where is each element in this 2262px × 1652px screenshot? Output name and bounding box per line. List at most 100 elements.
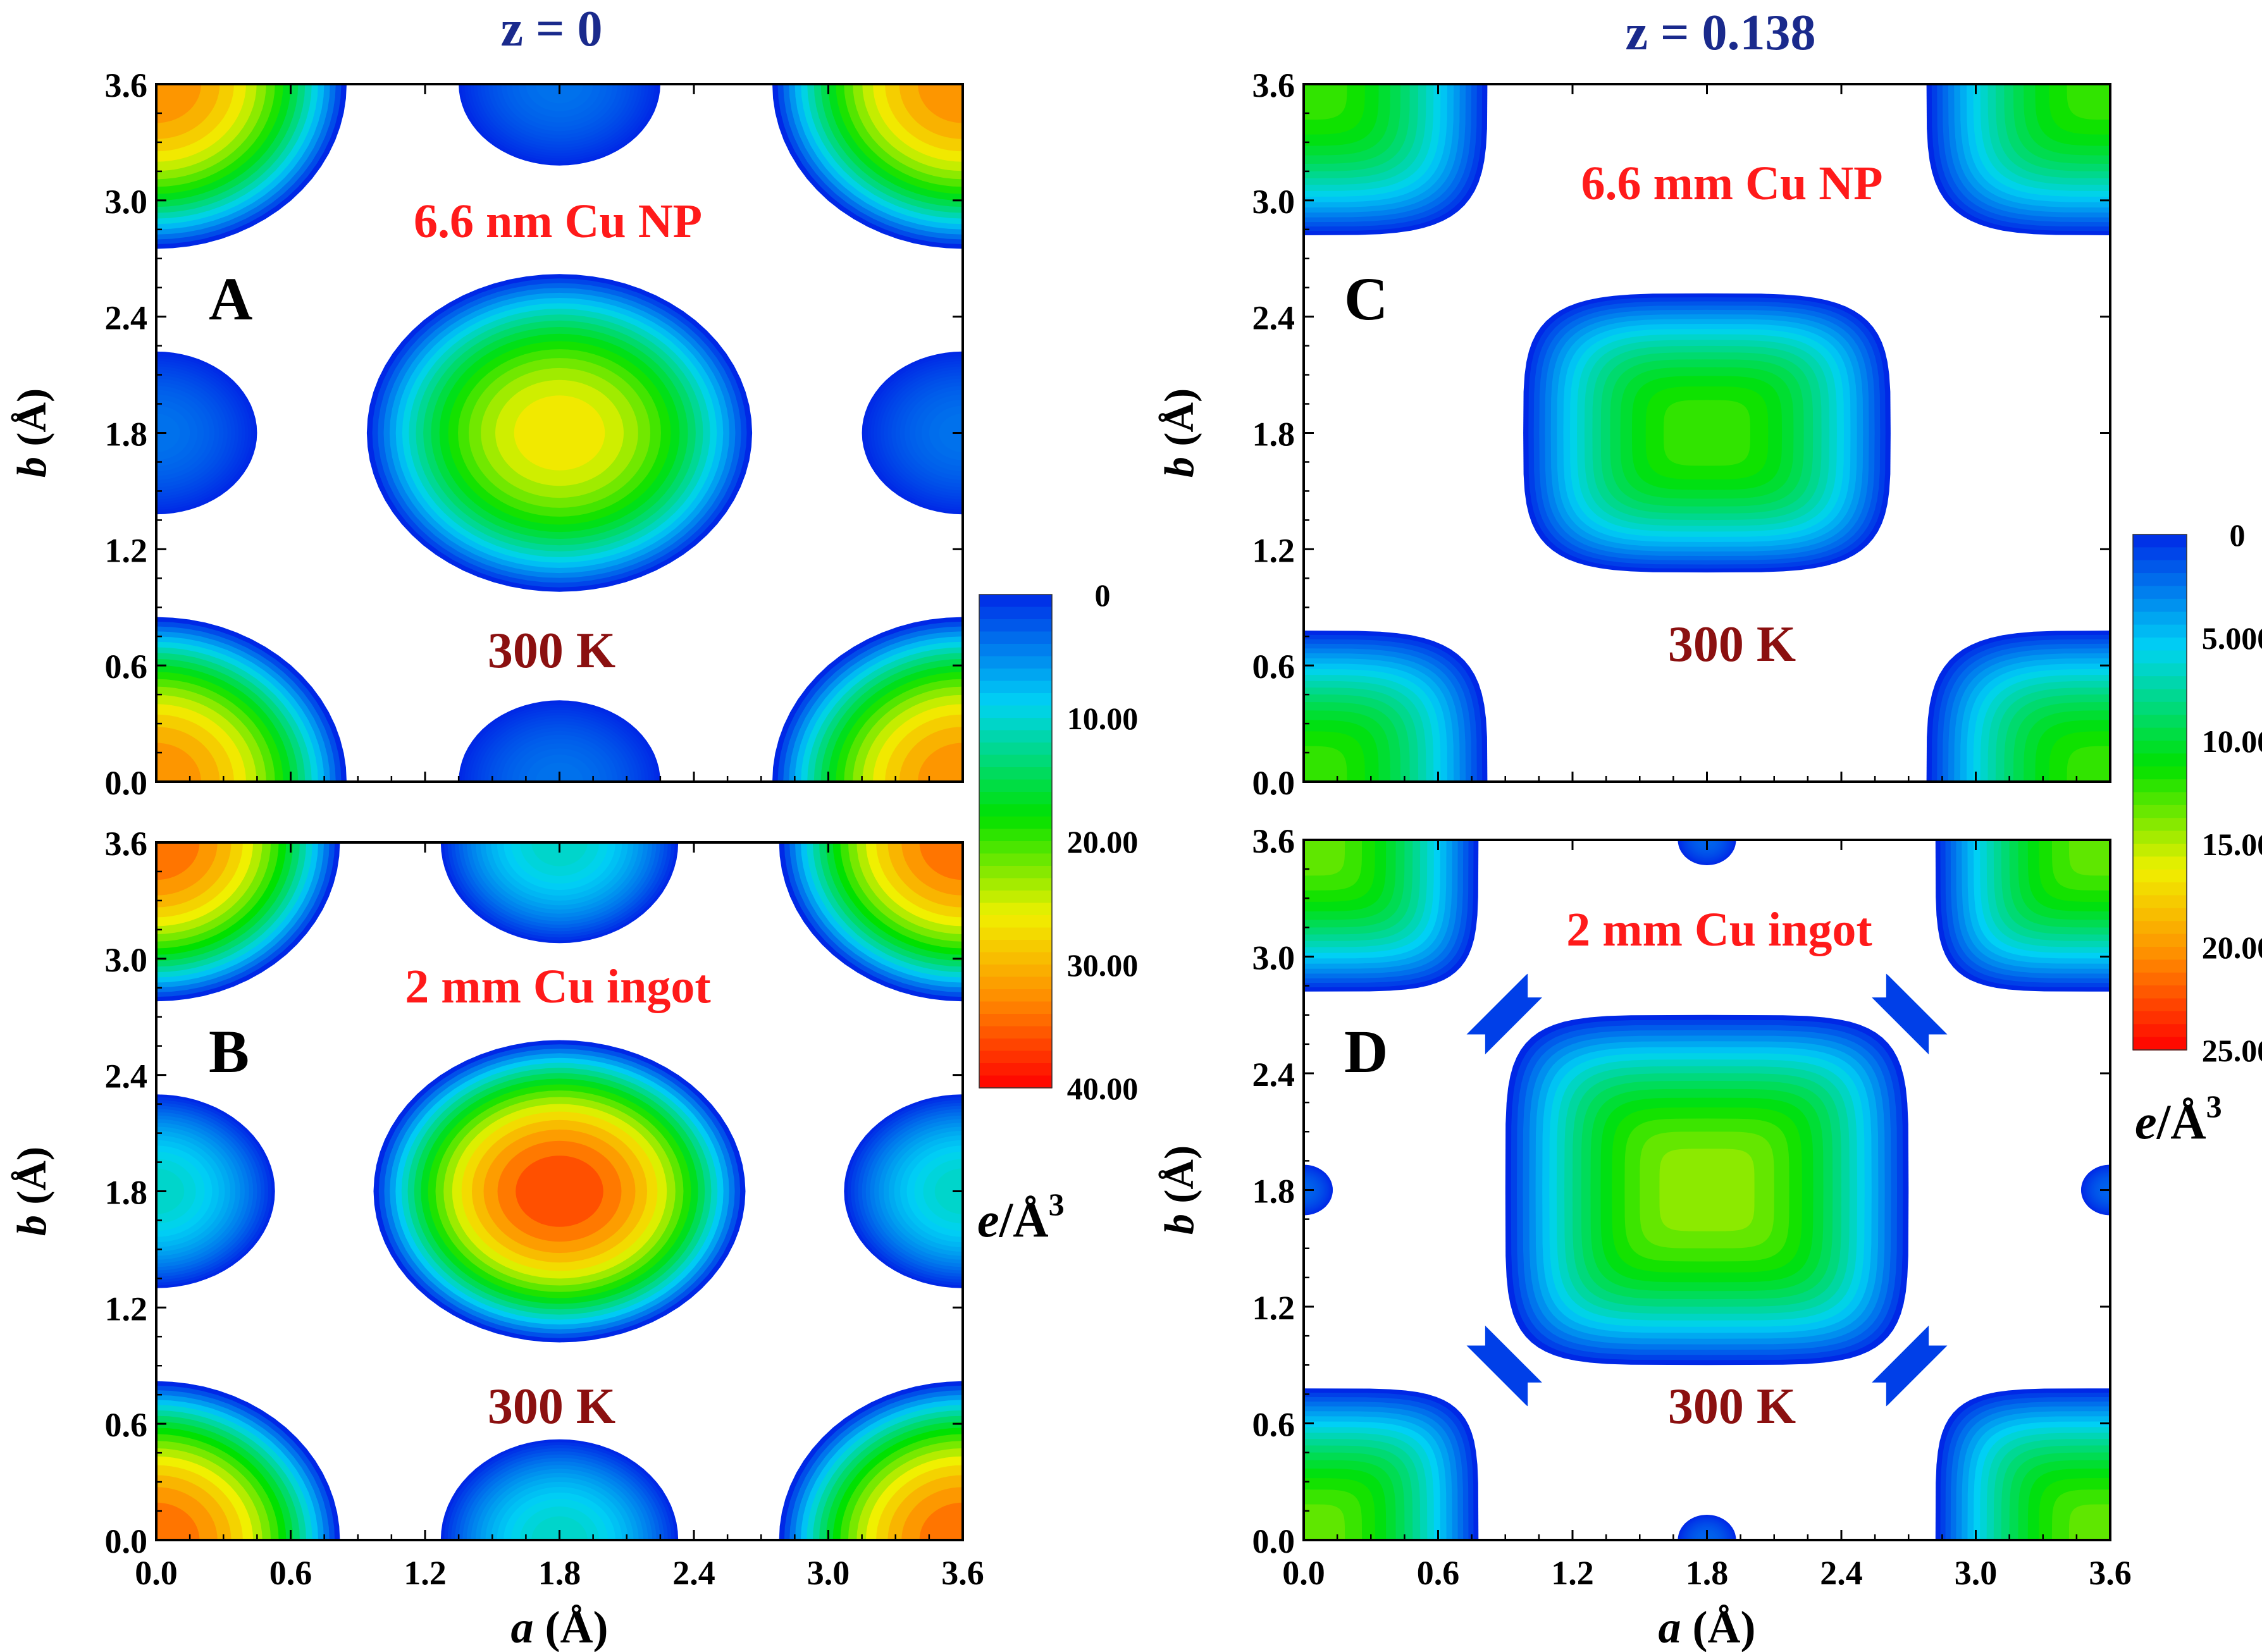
colorbar-swatch bbox=[979, 903, 1052, 916]
colorbar-swatch bbox=[2133, 921, 2187, 935]
contour-level bbox=[156, 84, 201, 123]
colorbar-swatch bbox=[2133, 972, 2187, 987]
colorbar-swatch bbox=[979, 718, 1052, 731]
gap-region-1 bbox=[1528, 1382, 1886, 1445]
colorbar-swatch bbox=[2133, 612, 2187, 626]
contour-level bbox=[1304, 840, 1345, 876]
colorbar-swatch bbox=[2133, 1024, 2187, 1038]
colorbar-swatch bbox=[2133, 959, 2187, 973]
contour-level bbox=[919, 1502, 963, 1540]
colorbar-swatch bbox=[979, 656, 1052, 669]
colorbar-swatch bbox=[2133, 804, 2187, 819]
colorbar-swatch bbox=[979, 767, 1052, 780]
colorbar-swatch bbox=[979, 841, 1052, 854]
y-tick-label: 1.2 bbox=[105, 531, 148, 569]
colorbar-swatch bbox=[979, 1051, 1052, 1064]
density-peak-0 bbox=[373, 1040, 746, 1343]
y-tick-label: 0.6 bbox=[1252, 648, 1295, 686]
column-title-right: z = 0.138 bbox=[1625, 5, 1815, 61]
colorbar-frame bbox=[2132, 534, 2187, 1051]
sample-label: 2 mm Cu ingot bbox=[1566, 903, 1872, 956]
colorbar-swatch bbox=[979, 669, 1052, 682]
contour-level bbox=[1304, 1504, 1345, 1540]
density-peak-2 bbox=[772, 617, 963, 782]
colorbar-swatch bbox=[979, 681, 1052, 694]
contour-level bbox=[1664, 400, 1750, 466]
x-axis-label-var: a bbox=[1659, 1602, 1681, 1652]
density-peak-2 bbox=[779, 1381, 963, 1540]
density-peak-2 bbox=[1926, 631, 2110, 782]
x-tick-label: 3.0 bbox=[807, 1554, 850, 1592]
density-peak-7 bbox=[1304, 1164, 1333, 1216]
contour-level bbox=[156, 743, 201, 782]
x-axis-label-unit: (Å) bbox=[534, 1602, 609, 1652]
x-tick-label: 1.8 bbox=[538, 1554, 581, 1592]
contour-level bbox=[156, 842, 200, 880]
x-tick-label: 1.8 bbox=[1686, 1554, 1729, 1592]
colorbars: 010.0020.0030.0040.00e/Å305.00010.0015.0… bbox=[977, 517, 2262, 1247]
colorbar-swatch bbox=[979, 693, 1052, 706]
x-tick-label: 0.6 bbox=[269, 1554, 312, 1592]
colorbar-0: 0 10.00 20.00 30.00 40.00 e/Å3 bbox=[977, 577, 1138, 1247]
colorbar-swatch bbox=[2133, 947, 2187, 961]
colorbar-swatch bbox=[2133, 663, 2187, 677]
y-tick-label: 3.6 bbox=[105, 66, 148, 104]
contour-level bbox=[1659, 1149, 1755, 1231]
contour-level bbox=[156, 1168, 185, 1214]
colorbar-swatch bbox=[2133, 1037, 2187, 1051]
colorbar-swatch bbox=[2133, 830, 2187, 844]
contour-level bbox=[514, 395, 605, 471]
density-peak-3 bbox=[156, 84, 347, 249]
x-tick-label: 3.0 bbox=[1955, 1554, 1998, 1592]
y-tick-label: 0.0 bbox=[105, 764, 148, 802]
colorbar-tick-label: 15.00 bbox=[2202, 827, 2262, 862]
y-tick-label: 2.4 bbox=[1252, 1056, 1295, 1094]
gap-region-3 bbox=[1929, 1034, 2001, 1346]
contour-level bbox=[2067, 84, 2110, 120]
colorbar-swatch bbox=[2133, 934, 2187, 947]
contour-level bbox=[516, 1156, 603, 1227]
colorbar-swatch bbox=[2133, 908, 2187, 922]
colorbar-unit-sup: 3 bbox=[1049, 1187, 1065, 1222]
colorbar-swatch bbox=[2133, 869, 2187, 884]
colorbar-swatch bbox=[2133, 856, 2187, 870]
density-peak-5 bbox=[440, 1439, 679, 1540]
density-layer bbox=[1304, 84, 2110, 782]
temperature-label: 300 K bbox=[1668, 617, 1796, 672]
density-layer bbox=[1304, 840, 2110, 1540]
temperature-label: 300 K bbox=[1668, 1379, 1796, 1434]
colorbar-swatch bbox=[979, 619, 1052, 632]
colorbar-tick-label: 10.00 bbox=[1067, 701, 1139, 736]
y-tick-label: 2.4 bbox=[105, 299, 148, 337]
colorbar-swatch bbox=[2133, 598, 2187, 613]
y-axis-label-unit: (Å) bbox=[1156, 1145, 1202, 1214]
x-axis-label-unit: (Å) bbox=[1681, 1602, 1756, 1652]
colorbar-swatch bbox=[979, 940, 1052, 953]
colorbar-swatch bbox=[979, 804, 1052, 817]
colorbar-tick-label: 40.00 bbox=[1067, 1071, 1139, 1106]
colorbar-swatch bbox=[2133, 689, 2187, 703]
density-peak-4 bbox=[1935, 840, 2110, 992]
density-peak-0 bbox=[1523, 293, 1891, 573]
colorbar-swatch bbox=[979, 891, 1052, 904]
colorbar-swatch bbox=[979, 915, 1052, 928]
colorbar-swatch bbox=[2133, 753, 2187, 767]
x-tick-label: 3.6 bbox=[2089, 1554, 2132, 1592]
colorbar-unit-var: e bbox=[2135, 1094, 2157, 1149]
colorbar-swatch bbox=[979, 1026, 1052, 1039]
y-tick-label: 0.0 bbox=[1252, 764, 1295, 802]
density-peak-7 bbox=[156, 1094, 275, 1288]
colorbar-unit-label: e/Å3 bbox=[977, 1187, 1065, 1247]
colorbar-unit-var: e bbox=[977, 1192, 999, 1247]
colorbar-swatch bbox=[979, 595, 1052, 608]
colorbar-swatch bbox=[979, 977, 1052, 990]
y-axis-label-var: b bbox=[9, 1215, 55, 1236]
colorbar-unit-sup: 3 bbox=[2206, 1088, 2222, 1124]
colorbar-swatch bbox=[2133, 844, 2187, 858]
density-layer bbox=[156, 842, 963, 1540]
y-tick-label: 3.6 bbox=[105, 825, 148, 863]
colorbar-swatch bbox=[2133, 895, 2187, 909]
density-layer bbox=[156, 84, 963, 782]
y-axis-label-var: b bbox=[1156, 457, 1202, 478]
